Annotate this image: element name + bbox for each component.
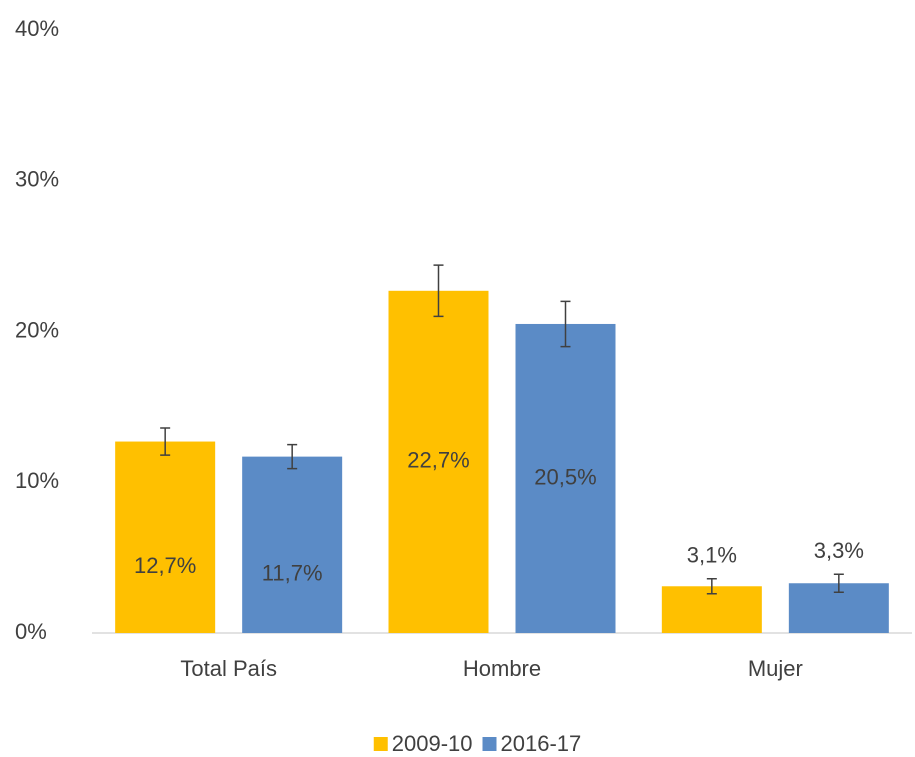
bar bbox=[388, 290, 489, 633]
legend-swatch bbox=[482, 737, 497, 751]
y-tick-label: 20% bbox=[15, 317, 59, 342]
data-label: 22,7% bbox=[407, 448, 469, 473]
error-bar bbox=[706, 577, 717, 595]
y-tick-label: 0% bbox=[15, 619, 47, 644]
x-tick-label: Hombre bbox=[463, 656, 541, 681]
legend-label: 2009-10 bbox=[392, 731, 473, 756]
data-label: 20,5% bbox=[534, 464, 596, 489]
bar bbox=[115, 441, 216, 633]
y-tick-label: 30% bbox=[15, 167, 59, 192]
error-bar bbox=[833, 573, 844, 594]
error-bar bbox=[287, 443, 298, 470]
legend-swatch bbox=[373, 737, 388, 751]
y-tick-label: 40% bbox=[15, 16, 59, 41]
legend-label: 2016-17 bbox=[501, 731, 582, 756]
error-bar bbox=[160, 427, 171, 456]
bar bbox=[242, 456, 343, 633]
data-label: 11,7% bbox=[262, 561, 323, 586]
data-label: 3,1% bbox=[687, 543, 737, 568]
data-label: 3,3% bbox=[814, 538, 864, 563]
y-tick-label: 10% bbox=[15, 468, 59, 493]
data-label: 12,7% bbox=[134, 553, 196, 578]
x-tick-label: Mujer bbox=[748, 656, 803, 681]
error-bar bbox=[433, 264, 444, 318]
error-bar bbox=[560, 300, 571, 348]
bar bbox=[515, 323, 616, 633]
x-tick-label: Total País bbox=[180, 656, 277, 681]
